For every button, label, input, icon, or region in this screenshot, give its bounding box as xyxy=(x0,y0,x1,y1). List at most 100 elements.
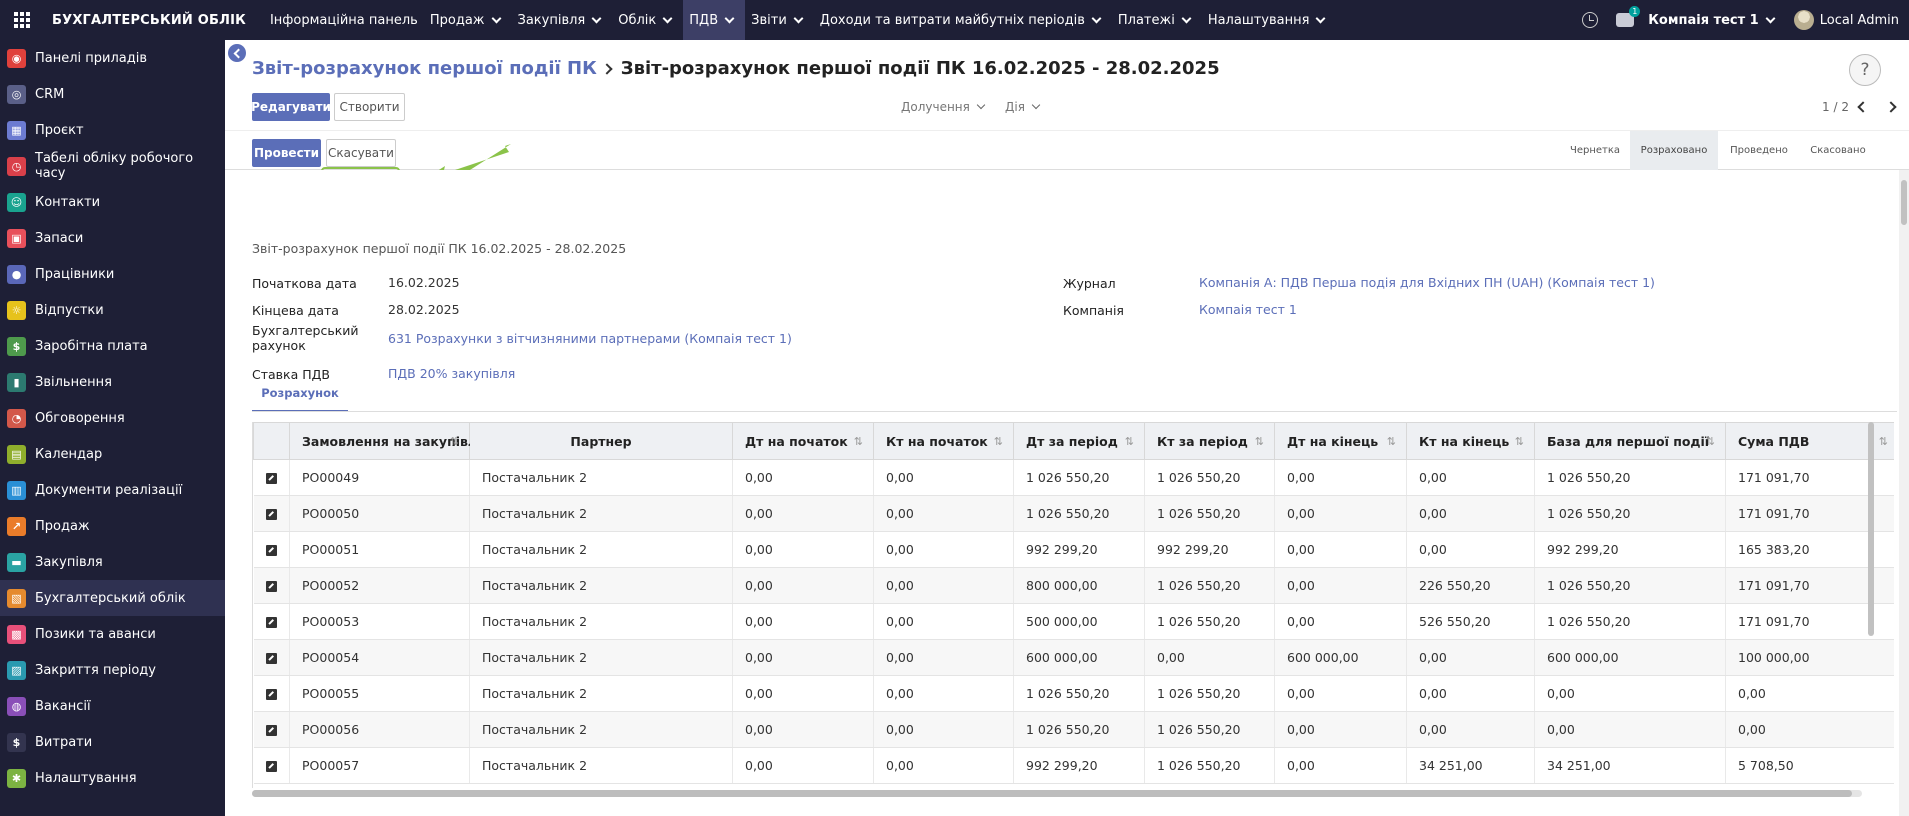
action-dropdown[interactable]: Дія xyxy=(1005,100,1045,114)
company-link[interactable]: Компаія тест 1 xyxy=(1199,302,1297,317)
open-record-icon[interactable] xyxy=(265,473,277,484)
row-open-cell[interactable] xyxy=(253,747,290,784)
table-row[interactable]: PO00053 Постачальник 2 0,00 0,00 500 000,00 1… xyxy=(253,603,1894,640)
apps-menu-icon[interactable] xyxy=(0,0,44,40)
sidebar-item[interactable]: ◉ Панелі приладів xyxy=(0,40,225,76)
sidebar-item[interactable]: ▮ Звільнення xyxy=(0,364,225,400)
sidebar-item[interactable]: ▥ Документи реалізації xyxy=(0,472,225,508)
table-cell: 0,00 xyxy=(873,675,1014,712)
sidebar-item[interactable]: ☺ Контакти xyxy=(0,184,225,220)
status-computed[interactable]: Розраховано xyxy=(1630,131,1718,170)
activity-clock-icon[interactable] xyxy=(1582,12,1599,28)
row-open-cell[interactable] xyxy=(253,675,290,712)
column-header-base[interactable]: База для першої події ⇅ xyxy=(1534,422,1726,460)
vat-rate-link[interactable]: ПДВ 20% закупівля xyxy=(388,366,516,381)
journal-link[interactable]: Компанія А: ПДВ Перша подія для Вхідних … xyxy=(1199,275,1655,290)
sidebar-item[interactable]: ◷ Табелі обліку робочого часу xyxy=(0,148,225,184)
row-open-cell[interactable] xyxy=(253,531,290,568)
row-open-cell[interactable] xyxy=(253,567,290,604)
row-open-cell[interactable] xyxy=(253,495,290,532)
sidebar-item[interactable]: ▨ Закриття періоду xyxy=(0,652,225,688)
sidebar-item[interactable]: ✱ Налаштування xyxy=(0,760,225,796)
breadcrumb-parent-link[interactable]: Звіт-розрахунок першої події ПК xyxy=(252,58,597,79)
help-button[interactable]: ? xyxy=(1849,54,1881,86)
row-open-cell[interactable] xyxy=(253,711,290,748)
column-header-purchase-order[interactable]: Замовлення на закупівлю ⇅ xyxy=(289,422,489,460)
cancel-button[interactable]: Скасувати xyxy=(326,139,396,167)
create-button[interactable]: Створити xyxy=(334,93,405,121)
top-menu-item[interactable]: Доходи та витрати майбутніх періодів xyxy=(814,0,1112,40)
sidebar-item[interactable]: ↗ Продаж xyxy=(0,508,225,544)
column-header-vat-amount[interactable]: Сума ПДВ ⇅ xyxy=(1725,422,1894,460)
sidebar-item[interactable]: ▧ Бухгалтерський облік xyxy=(0,580,225,616)
pager-next-icon[interactable] xyxy=(1885,101,1897,113)
edit-button[interactable]: Редагувати xyxy=(251,93,331,121)
sidebar-item[interactable]: ▦ Проєкт xyxy=(0,112,225,148)
table-vertical-scrollbar[interactable] xyxy=(1868,422,1874,636)
status-cancelled[interactable]: Скасовано xyxy=(1810,145,1866,156)
top-menu-item[interactable]: Продаж xyxy=(424,0,512,40)
table-row[interactable]: PO00052 Постачальник 2 0,00 0,00 800 000,00 1… xyxy=(253,567,1894,604)
pager-value[interactable]: 1 / 2 xyxy=(1822,100,1849,114)
top-menu-item[interactable]: Інформаційна панель xyxy=(264,0,424,40)
table-row[interactable]: PO00051 Постачальник 2 0,00 0,00 992 299,20 9… xyxy=(253,531,1894,568)
table-row[interactable]: PO00057 Постачальник 2 0,00 0,00 992 299,20 1… xyxy=(253,747,1894,784)
sidebar-item[interactable]: ▩ Позики та аванси xyxy=(0,616,225,652)
table-horizontal-scrollbar[interactable] xyxy=(252,790,1862,797)
table-row[interactable]: PO00055 Постачальник 2 0,00 0,00 1 026 550,2… xyxy=(253,675,1894,712)
open-record-icon[interactable] xyxy=(265,509,277,520)
column-header-debit-period[interactable]: Дт за період ⇅ xyxy=(1013,422,1145,460)
open-record-icon[interactable] xyxy=(265,761,277,772)
pager-prev-icon[interactable] xyxy=(1857,101,1869,113)
status-draft[interactable]: Чернетка xyxy=(1569,145,1621,156)
open-record-icon[interactable] xyxy=(265,653,277,664)
sidebar-item[interactable]: $ Заробітна плата xyxy=(0,328,225,364)
company-switcher[interactable]: Компаія тест 1 xyxy=(1648,13,1779,28)
sidebar-item[interactable]: ▬ Закупівля xyxy=(0,544,225,580)
column-header-debit-start[interactable]: Дт на початок ⇅ xyxy=(732,422,874,460)
top-menu-item[interactable]: Звіти xyxy=(745,0,814,40)
table-row[interactable]: PO00050 Постачальник 2 0,00 0,00 1 026 550,2… xyxy=(253,495,1894,532)
sidebar-item[interactable]: ◍ Вакансії xyxy=(0,688,225,724)
back-arrow-icon[interactable] xyxy=(228,44,246,62)
sidebar-item[interactable]: ☼ Відпустки xyxy=(0,292,225,328)
top-menu-item[interactable]: Закупівля xyxy=(512,0,613,40)
sidebar-item[interactable]: $ Витрати xyxy=(0,724,225,760)
sidebar-item[interactable]: ● Працівники xyxy=(0,256,225,292)
top-menu-item[interactable]: Платежі xyxy=(1112,0,1202,40)
column-header-debit-end[interactable]: Дт на кінець ⇅ xyxy=(1274,422,1407,460)
messages-icon[interactable]: 1 xyxy=(1616,6,1641,27)
column-header-credit-start[interactable]: Кт на початок ⇅ xyxy=(873,422,1014,460)
app-brand[interactable]: БУХГАЛТЕРСЬКИЙ ОБЛІК xyxy=(52,12,246,28)
top-menu-item[interactable]: Налаштування xyxy=(1202,0,1337,40)
scrollbar-thumb[interactable] xyxy=(252,790,1852,797)
open-record-icon[interactable] xyxy=(265,581,277,592)
row-open-cell[interactable] xyxy=(253,603,290,640)
page-scrollbar[interactable] xyxy=(1899,170,1909,816)
sidebar-item[interactable]: ▤ Календар xyxy=(0,436,225,472)
open-record-icon[interactable] xyxy=(265,689,277,700)
row-open-cell[interactable] xyxy=(253,459,290,496)
column-header-credit-period[interactable]: Кт за період ⇅ xyxy=(1144,422,1275,460)
status-posted[interactable]: Проведено xyxy=(1730,145,1788,156)
sidebar-item[interactable]: ◔ Обговорення xyxy=(0,400,225,436)
column-header-partner[interactable]: Партнер xyxy=(469,422,733,460)
row-open-cell[interactable] xyxy=(253,639,290,676)
sidebar-item[interactable]: ◎ CRM xyxy=(0,76,225,112)
top-menu-item[interactable]: ПДВ xyxy=(683,0,746,40)
table-row[interactable]: PO00054 Постачальник 2 0,00 0,00 600 000,00 0… xyxy=(253,639,1894,676)
tab-calculation[interactable]: Розрахунок xyxy=(252,375,348,412)
attachments-dropdown[interactable]: Долучення xyxy=(901,100,990,114)
table-row[interactable]: PO00056 Постачальник 2 0,00 0,00 1 026 550,2… xyxy=(253,711,1894,748)
open-record-icon[interactable] xyxy=(265,545,277,556)
top-menu-item[interactable]: Облік xyxy=(612,0,683,40)
sidebar-item[interactable]: ▣ Запаси xyxy=(0,220,225,256)
table-row[interactable]: PO00049 Постачальник 2 0,00 0,00 1 026 550,2… xyxy=(253,459,1894,496)
column-header-credit-end[interactable]: Кт на кінець ⇅ xyxy=(1406,422,1535,460)
user-menu[interactable]: Local Admin xyxy=(1793,10,1899,30)
scrollbar-thumb[interactable] xyxy=(1901,180,1907,225)
account-link[interactable]: 631 Розрахунки з вітчизняними партнерами… xyxy=(388,331,792,346)
open-record-icon[interactable] xyxy=(265,725,277,736)
post-button[interactable]: Провести xyxy=(252,139,321,167)
open-record-icon[interactable] xyxy=(265,617,277,628)
